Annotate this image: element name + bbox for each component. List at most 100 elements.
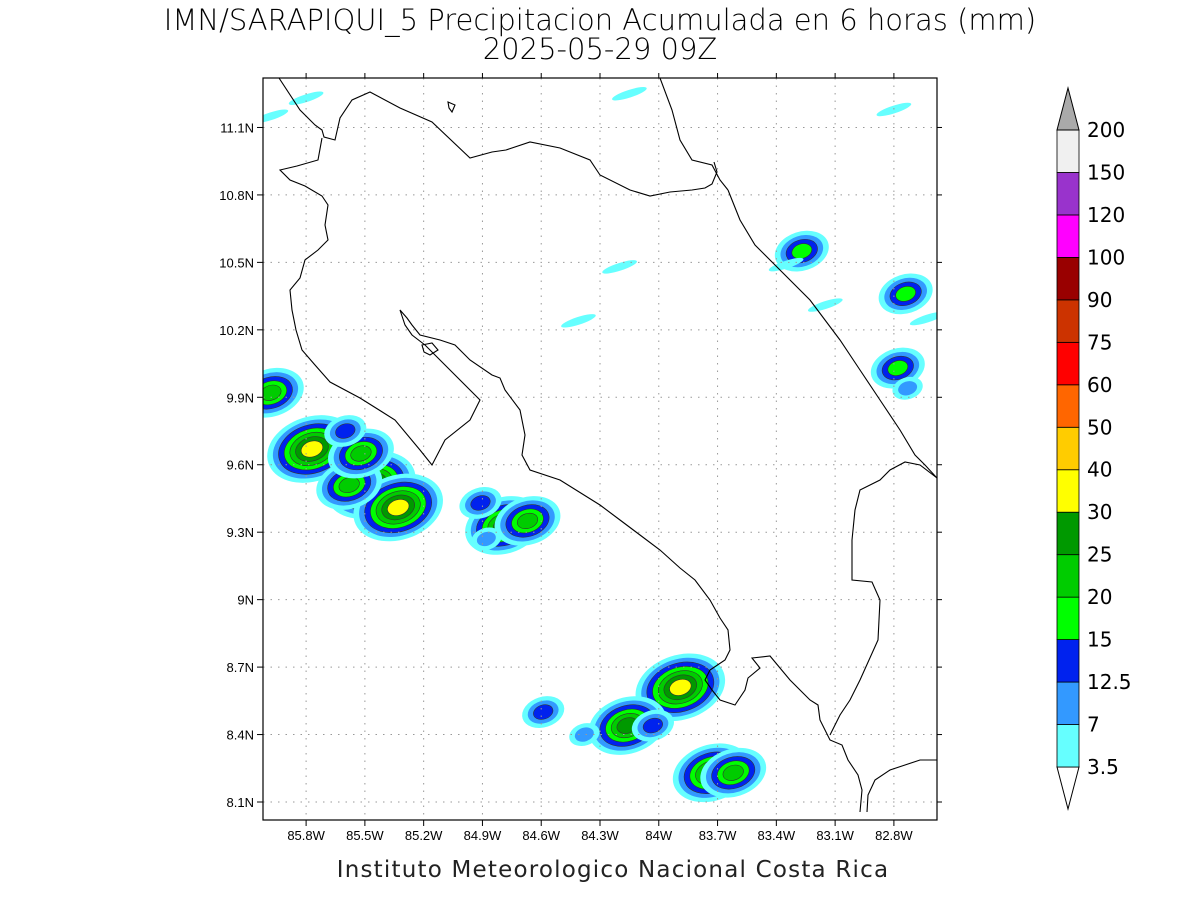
- lon-tick-label: 83.7W: [699, 828, 737, 843]
- colorbar-swatch: [1056, 681, 1080, 725]
- panama-border-north: [829, 461, 937, 736]
- precip-contour: [470, 495, 491, 511]
- precip-contour: [642, 717, 663, 734]
- precip-contour: [895, 285, 916, 302]
- colorbar-label: 90: [1087, 288, 1112, 312]
- colorbar-swatch: [1056, 511, 1080, 556]
- colorbar-swatch: [1056, 639, 1080, 683]
- lat-tick-label: 9.3N: [227, 525, 254, 540]
- precip-cell: [612, 87, 647, 101]
- precip-cell: [263, 109, 289, 123]
- precip-contour: [335, 423, 356, 439]
- precip-cell: [263, 367, 304, 418]
- lon-tick-label: 84.6W: [522, 828, 560, 843]
- precip-cell: [635, 653, 726, 722]
- lat-tick-label: 10.2N: [219, 323, 254, 338]
- precip-contour: [574, 727, 594, 742]
- precip-contour: [669, 678, 692, 696]
- precip-cell: [588, 696, 667, 755]
- nicaragua-north-coast: [659, 78, 729, 191]
- precipitation-layer: [263, 87, 937, 803]
- precip-contour: [516, 512, 539, 530]
- panama-border: [866, 759, 937, 813]
- colorbar-swatch: [1056, 299, 1080, 343]
- map-title: IMN/SARAPIQUI_5 Precipitacion Acumulada …: [164, 3, 1036, 38]
- colorbar-label: 50: [1087, 415, 1112, 439]
- precip-contour: [561, 314, 596, 328]
- colorbar-label: 40: [1087, 458, 1112, 482]
- precip-contour: [612, 87, 647, 101]
- colorbar-swatch: [1056, 554, 1080, 598]
- precip-cell: [288, 91, 324, 105]
- nicaragua-coast: [278, 78, 718, 197]
- lat-tick-label: 8.7N: [227, 660, 254, 675]
- lat-tick-label: 9.9N: [227, 390, 254, 405]
- lon-tick-label: 84W: [645, 828, 672, 843]
- colorbar-swatch: [1056, 256, 1080, 301]
- lon-tick-label: 82.8W: [875, 828, 913, 843]
- colorbar-swatch: [1056, 724, 1080, 768]
- colorbar-swatch: [1056, 214, 1080, 258]
- colorbar-swatch: [1056, 596, 1080, 641]
- lat-tick-label: 11.1N: [220, 120, 254, 135]
- precip-cell: [774, 230, 829, 272]
- precip-cell: [909, 311, 937, 326]
- colorbar-swatch: [1056, 129, 1080, 173]
- colorbar-label: 60: [1087, 373, 1112, 397]
- lat-tick-label: 9.6N: [227, 458, 254, 473]
- colorbar-swatch: [1056, 469, 1080, 513]
- colorbar-arrow-top: [1056, 86, 1080, 131]
- precip-contour: [338, 476, 360, 494]
- lon-tick-label: 84.9W: [464, 828, 502, 843]
- precip-contour: [387, 499, 410, 516]
- precip-cell: [471, 527, 502, 551]
- institution-footer: Instituto Meteorologico Nacional Costa R…: [337, 857, 890, 883]
- precip-contour: [898, 381, 918, 396]
- precip-cell: [459, 487, 502, 519]
- precip-contour: [476, 531, 496, 547]
- precip-contour: [722, 764, 744, 781]
- precip-cell: [522, 696, 565, 728]
- colorbar-arrow-bottom: [1056, 766, 1080, 811]
- lon-tick-label: 85.5W: [346, 828, 384, 843]
- colorbar-label: 150: [1087, 160, 1125, 184]
- colorbar-label: 12.5: [1087, 670, 1132, 694]
- lat-tick-label: 9N: [237, 593, 254, 608]
- map-subtitle: 2025-05-29 09Z: [483, 32, 718, 66]
- colorbar-label: 75: [1087, 330, 1112, 354]
- colorbar-label: 120: [1087, 203, 1125, 227]
- colorbar-label: 7: [1087, 713, 1100, 737]
- colorbar-label: 20: [1087, 585, 1112, 609]
- nicoya-island: [421, 342, 439, 356]
- lat-tick-label: 10.8N: [219, 188, 254, 203]
- colorbar-swatch: [1056, 172, 1080, 216]
- precip-contour: [909, 311, 937, 326]
- colorbar-label: 25: [1087, 543, 1112, 567]
- colorbar-swatch: [1056, 341, 1080, 386]
- precip-contour: [263, 384, 282, 401]
- precip-cell: [892, 376, 923, 400]
- colorbar-swatch: [1056, 384, 1080, 428]
- colorbar-label: 30: [1087, 500, 1112, 524]
- precip-cell: [700, 747, 767, 798]
- lon-tick-label: 84.3W: [581, 828, 619, 843]
- precip-contour: [533, 704, 554, 720]
- precip-contour: [887, 360, 909, 376]
- coastlines: [278, 78, 937, 813]
- lat-tick-label: 8.4N: [227, 728, 254, 743]
- precip-cell: [631, 709, 674, 742]
- lon-tick-label: 83.1W: [816, 828, 854, 843]
- precip-cell: [494, 496, 561, 546]
- precip-cell: [878, 273, 933, 315]
- lon-tick-label: 85.8W: [287, 828, 325, 843]
- latitude-ticks: 8.1N 8.4N 8.7N 9N 9.3N 9.6N 9.9N 10.2N 10.5N 10.8…: [219, 120, 942, 810]
- colorbar-label: 100: [1087, 245, 1125, 269]
- precip-cell: [324, 415, 367, 447]
- precip-contour: [263, 109, 289, 123]
- pacific-small-island: [447, 101, 456, 114]
- colorbar-swatch: [1056, 426, 1080, 471]
- costa-rica-pacific-coast: [278, 137, 863, 813]
- colorbar-label: 3.5: [1087, 755, 1119, 779]
- lat-tick-label: 10.5N: [219, 255, 254, 270]
